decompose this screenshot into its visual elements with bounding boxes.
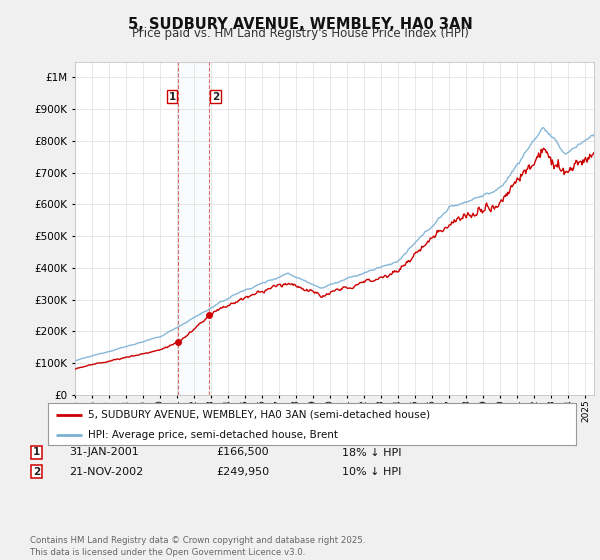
Text: £249,950: £249,950 <box>216 466 269 477</box>
Text: 5, SUDBURY AVENUE, WEMBLEY, HA0 3AN: 5, SUDBURY AVENUE, WEMBLEY, HA0 3AN <box>128 17 472 32</box>
Text: 18% ↓ HPI: 18% ↓ HPI <box>342 447 401 458</box>
Text: 5, SUDBURY AVENUE, WEMBLEY, HA0 3AN (semi-detached house): 5, SUDBURY AVENUE, WEMBLEY, HA0 3AN (sem… <box>88 409 430 419</box>
Text: Price paid vs. HM Land Registry's House Price Index (HPI): Price paid vs. HM Land Registry's House … <box>131 27 469 40</box>
Text: 2: 2 <box>33 466 40 477</box>
Text: 31-JAN-2001: 31-JAN-2001 <box>69 447 139 458</box>
Text: £166,500: £166,500 <box>216 447 269 458</box>
Text: 21-NOV-2002: 21-NOV-2002 <box>69 466 143 477</box>
Text: 2: 2 <box>212 92 219 101</box>
Bar <box>178 62 209 395</box>
Text: Contains HM Land Registry data © Crown copyright and database right 2025.
This d: Contains HM Land Registry data © Crown c… <box>30 536 365 557</box>
Text: HPI: Average price, semi-detached house, Brent: HPI: Average price, semi-detached house,… <box>88 430 338 440</box>
Text: 1: 1 <box>169 92 176 101</box>
Text: 10% ↓ HPI: 10% ↓ HPI <box>342 466 401 477</box>
Text: 1: 1 <box>33 447 40 458</box>
